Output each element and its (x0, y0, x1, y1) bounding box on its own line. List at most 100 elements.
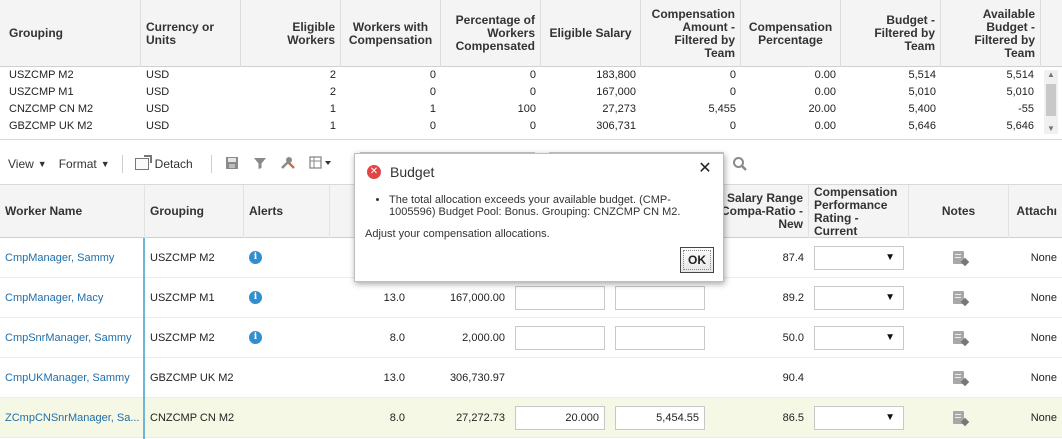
summary-col-pct-compensated[interactable]: Percentage of Workers Compensated (441, 0, 541, 67)
attachments-cell[interactable]: None (1030, 331, 1057, 344)
summary-cell-eligible-workers: 1 (329, 120, 336, 132)
col-salary-range-compa-ratio[interactable]: Salary Range Compa-Ratio - New (710, 185, 809, 238)
summary-col-eligible-workers[interactable]: Eligible Workers (241, 0, 341, 67)
fte-cell: 8.0 (389, 411, 405, 424)
attachments-cell[interactable]: None (1030, 251, 1057, 264)
amount-input[interactable] (615, 325, 705, 350)
attachments-cell[interactable]: None (1030, 411, 1057, 424)
col-alerts[interactable]: Alerts (244, 185, 330, 238)
rating-select[interactable]: ▼ (814, 245, 904, 270)
summary-col-grouping[interactable]: Grouping (0, 0, 141, 67)
summary-col-currency[interactable]: Currency or Units (141, 0, 241, 67)
summary-cell-comp-amount: 0 (729, 86, 736, 98)
summary-col-available-budget[interactable]: Available Budget - Filtered by Team (941, 0, 1041, 67)
summary-cell-workers-with-comp: 0 (429, 86, 436, 98)
summary-row[interactable]: GBZCMP UK M2 USD 1 0 0 306,731 0 0.00 5,… (0, 118, 1040, 135)
attachments-cell[interactable]: None (1030, 291, 1057, 304)
alerts-cell (244, 358, 330, 398)
freeze-columns-icon[interactable] (308, 156, 334, 172)
format-menu[interactable]: Format ▼ (59, 157, 110, 171)
worker-name-link[interactable]: ZCmpCNSnrManager, Sa... (5, 411, 140, 424)
summary-cell-eligible-salary: 27,273 (602, 103, 636, 115)
summary-col-budget[interactable]: Budget - Filtered by Team (841, 0, 941, 67)
summary-col-comp-percentage[interactable]: Compensation Percentage (741, 0, 841, 67)
budget-error-dialog: ✕ Budget ✕ The total allocation exceeds … (354, 153, 724, 282)
scrollbar-thumb[interactable] (1046, 84, 1056, 116)
table-row-selected[interactable]: ZCmpCNSnrManager, Sa... CNZCMP CN M2 8.0… (0, 398, 1062, 438)
table-row[interactable]: CmpSnrManager, Sammy USZCMP M2 i 8.0 2,0… (0, 318, 1062, 358)
worker-name-link[interactable]: CmpManager, Macy (5, 291, 104, 304)
worker-name-link[interactable]: CmpManager, Sammy (5, 251, 115, 264)
info-icon[interactable]: i (249, 251, 262, 264)
rating-select[interactable]: ▼ (814, 325, 904, 350)
search-icon[interactable] (732, 156, 748, 172)
summary-cell-currency: USD (146, 86, 170, 98)
edit-note-icon[interactable] (952, 250, 970, 266)
view-menu[interactable]: View ▼ (8, 157, 47, 171)
col-grouping[interactable]: Grouping (145, 185, 244, 238)
summary-cell-pct-compensated: 100 (517, 103, 536, 115)
summary-cell-comp-percentage: 0.00 (814, 86, 836, 98)
compa-ratio-cell: 50.0 (782, 331, 804, 344)
rating-select[interactable]: ▼ (814, 285, 904, 310)
save-icon[interactable] (224, 156, 240, 172)
tools-icon[interactable] (280, 156, 296, 172)
caret-down-icon: ▼ (885, 331, 895, 343)
table-row[interactable]: CmpManager, Macy USZCMP M1 i 13.0 167,00… (0, 278, 1062, 318)
caret-down-icon: ▼ (885, 291, 895, 303)
detach-button[interactable]: Detach (134, 155, 193, 171)
summary-row[interactable]: CNZCMP CN M2 USD 1 1 100 27,273 5,455 20… (0, 101, 1040, 118)
toolbar-divider (121, 155, 123, 173)
edit-note-icon[interactable] (952, 290, 970, 306)
summary-cell-grouping: GBZCMP UK M2 (9, 120, 93, 132)
worker-name-link[interactable]: CmpUKManager, Sammy (5, 371, 130, 384)
salary-cell: 167,000.00 (449, 291, 505, 304)
col-worker-name[interactable]: Worker Name (0, 185, 145, 238)
summary-row[interactable]: USZCMP M1 USD 2 0 0 167,000 0 0.00 5,010… (0, 84, 1040, 101)
summary-col-comp-amount[interactable]: Compensation Amount - Filtered by Team (641, 0, 741, 67)
info-icon[interactable]: i (249, 331, 262, 344)
summary-row[interactable]: USZCMP M2 USD 2 0 0 183,800 0 0.00 5,514… (0, 67, 1040, 84)
notes-cell (909, 238, 1009, 278)
summary-cell-comp-amount: 5,455 (708, 103, 736, 115)
info-icon[interactable]: i (249, 291, 262, 304)
percent-input[interactable] (515, 325, 605, 350)
attachments-cell[interactable]: None (1030, 371, 1057, 384)
col-attachments[interactable]: Attachı (1016, 204, 1057, 218)
filter-icon[interactable] (252, 156, 268, 172)
scroll-up-icon[interactable]: ▲ (1047, 70, 1055, 79)
alerts-cell: i (244, 238, 330, 278)
dialog-header: ✕ Budget (367, 160, 434, 184)
summary-cell-grouping: CNZCMP CN M2 (9, 103, 94, 115)
percent-input[interactable] (515, 285, 605, 310)
summary-scrollbar[interactable]: ▲ ▼ (1044, 70, 1058, 134)
fte-cell: 8.0 (389, 331, 405, 344)
amount-cell (610, 318, 710, 358)
amount-input[interactable] (615, 285, 705, 310)
edit-note-icon[interactable] (952, 410, 970, 426)
salary-cell: 27,272.73 (456, 411, 505, 424)
percent-cell: 20.000 (510, 398, 610, 438)
compa-ratio-cell: 89.2 (782, 291, 804, 304)
caret-down-icon: ▼ (37, 159, 47, 169)
col-comp-performance-rating[interactable]: Compensation Performance Rating - Curren… (809, 185, 909, 238)
compa-ratio-cell: 87.4 (782, 251, 804, 264)
summary-cell-eligible-salary: 167,000 (596, 86, 636, 98)
notes-cell (909, 318, 1009, 358)
summary-col-workers-with-comp[interactable]: Workers with Compensation (341, 0, 441, 67)
frozen-column-divider[interactable] (143, 238, 145, 439)
summary-col-eligible-salary[interactable]: Eligible Salary (541, 0, 641, 67)
edit-note-icon[interactable] (952, 370, 970, 386)
scroll-down-icon[interactable]: ▼ (1047, 124, 1055, 133)
col-notes[interactable]: Notes (909, 185, 1009, 238)
worker-name-link[interactable]: CmpSnrManager, Sammy (5, 331, 132, 344)
ok-button[interactable]: OK (680, 247, 714, 273)
amount-cell (610, 358, 710, 398)
summary-cell-currency: USD (146, 103, 170, 115)
edit-note-icon[interactable] (952, 330, 970, 346)
close-icon[interactable]: ✕ (698, 160, 712, 177)
percent-input[interactable]: 20.000 (515, 405, 605, 430)
rating-select[interactable]: ▼ (814, 405, 904, 430)
amount-input[interactable]: 5,454.55 (615, 405, 705, 430)
table-row[interactable]: CmpUKManager, Sammy GBZCMP UK M2 13.0 30… (0, 358, 1062, 398)
